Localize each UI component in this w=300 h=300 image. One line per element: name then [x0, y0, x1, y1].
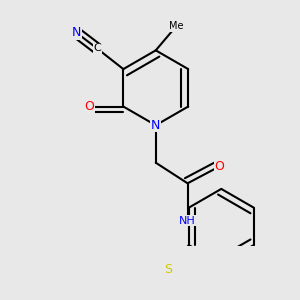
Text: O: O [214, 160, 224, 173]
Text: N: N [72, 26, 81, 39]
Text: N: N [151, 119, 160, 132]
Text: S: S [164, 263, 172, 276]
Text: O: O [85, 100, 94, 113]
Text: C: C [93, 44, 101, 53]
Text: Me: Me [169, 21, 184, 31]
Text: NH: NH [179, 216, 196, 226]
